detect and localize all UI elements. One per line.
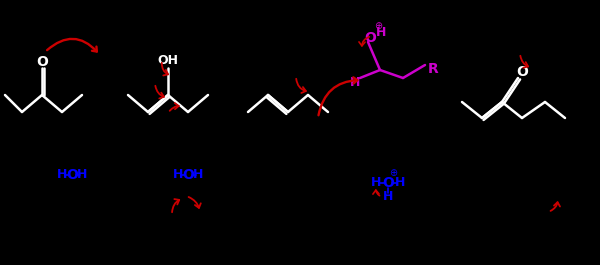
- Text: H: H: [193, 169, 203, 182]
- Text: H: H: [371, 176, 381, 189]
- Text: ⊕: ⊕: [374, 21, 382, 31]
- Text: O: O: [382, 176, 394, 190]
- Text: O: O: [182, 168, 194, 182]
- Text: H: H: [77, 169, 87, 182]
- Text: O: O: [364, 31, 376, 45]
- Text: H: H: [383, 189, 393, 202]
- Text: H: H: [376, 25, 386, 38]
- Text: O: O: [516, 65, 528, 79]
- Text: ⊕: ⊕: [389, 168, 397, 178]
- Text: O: O: [66, 168, 78, 182]
- Text: O: O: [36, 55, 48, 69]
- Text: H: H: [57, 169, 67, 182]
- Text: OH: OH: [157, 54, 179, 67]
- Text: H: H: [350, 77, 360, 90]
- Text: R: R: [428, 62, 439, 76]
- Text: H: H: [173, 169, 183, 182]
- Text: H: H: [395, 176, 405, 189]
